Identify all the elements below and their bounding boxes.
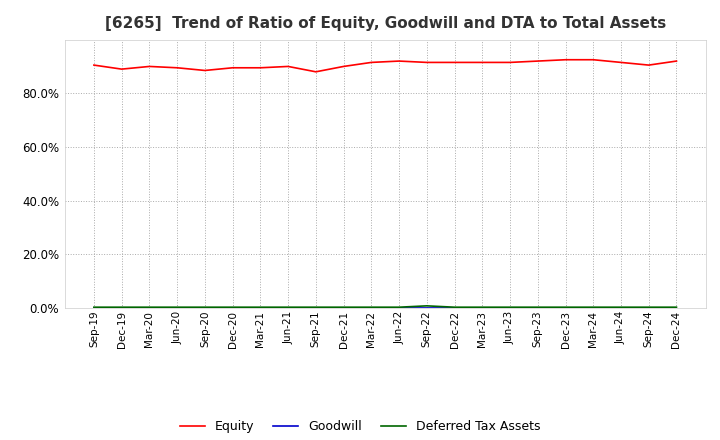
Equity: [339, 64, 348, 69]
Goodwill: [561, 305, 570, 311]
Equity: [256, 65, 265, 70]
Deferred Tax Assets: [145, 304, 154, 310]
Goodwill: [117, 305, 126, 311]
Deferred Tax Assets: [589, 304, 598, 310]
Deferred Tax Assets: [616, 304, 625, 310]
Equity: [89, 62, 98, 68]
Equity: [201, 68, 210, 73]
Goodwill: [367, 305, 376, 311]
Equity: [478, 60, 487, 65]
Deferred Tax Assets: [395, 304, 403, 310]
Equity: [423, 60, 431, 65]
Equity: [534, 59, 542, 64]
Goodwill: [89, 305, 98, 311]
Deferred Tax Assets: [173, 304, 181, 310]
Goodwill: [284, 305, 292, 311]
Goodwill: [644, 305, 653, 311]
Equity: [505, 60, 514, 65]
Title: [6265]  Trend of Ratio of Equity, Goodwill and DTA to Total Assets: [6265] Trend of Ratio of Equity, Goodwil…: [104, 16, 666, 32]
Equity: [284, 64, 292, 69]
Deferred Tax Assets: [367, 304, 376, 310]
Goodwill: [228, 305, 237, 311]
Deferred Tax Assets: [89, 304, 98, 310]
Equity: [173, 65, 181, 70]
Deferred Tax Assets: [534, 304, 542, 310]
Goodwill: [450, 305, 459, 311]
Goodwill: [589, 305, 598, 311]
Equity: [367, 60, 376, 65]
Goodwill: [616, 305, 625, 311]
Goodwill: [173, 305, 181, 311]
Equity: [644, 62, 653, 68]
Deferred Tax Assets: [228, 304, 237, 310]
Legend: Equity, Goodwill, Deferred Tax Assets: Equity, Goodwill, Deferred Tax Assets: [175, 415, 545, 438]
Equity: [117, 66, 126, 72]
Equity: [561, 57, 570, 62]
Goodwill: [201, 305, 210, 311]
Goodwill: [395, 305, 403, 311]
Goodwill: [534, 305, 542, 311]
Equity: [672, 59, 681, 64]
Deferred Tax Assets: [644, 304, 653, 310]
Equity: [228, 65, 237, 70]
Equity: [395, 59, 403, 64]
Equity: [450, 60, 459, 65]
Deferred Tax Assets: [201, 304, 210, 310]
Deferred Tax Assets: [256, 304, 265, 310]
Deferred Tax Assets: [284, 304, 292, 310]
Deferred Tax Assets: [505, 304, 514, 310]
Equity: [589, 57, 598, 62]
Line: Equity: Equity: [94, 60, 677, 72]
Deferred Tax Assets: [117, 304, 126, 310]
Goodwill: [423, 305, 431, 311]
Deferred Tax Assets: [339, 304, 348, 310]
Goodwill: [145, 305, 154, 311]
Goodwill: [672, 305, 681, 311]
Deferred Tax Assets: [423, 303, 431, 308]
Deferred Tax Assets: [312, 304, 320, 310]
Deferred Tax Assets: [561, 304, 570, 310]
Goodwill: [478, 305, 487, 311]
Goodwill: [312, 305, 320, 311]
Deferred Tax Assets: [478, 304, 487, 310]
Line: Deferred Tax Assets: Deferred Tax Assets: [94, 306, 677, 307]
Goodwill: [256, 305, 265, 311]
Deferred Tax Assets: [450, 304, 459, 310]
Equity: [616, 60, 625, 65]
Goodwill: [339, 305, 348, 311]
Deferred Tax Assets: [672, 304, 681, 310]
Equity: [312, 69, 320, 74]
Equity: [145, 64, 154, 69]
Goodwill: [505, 305, 514, 311]
